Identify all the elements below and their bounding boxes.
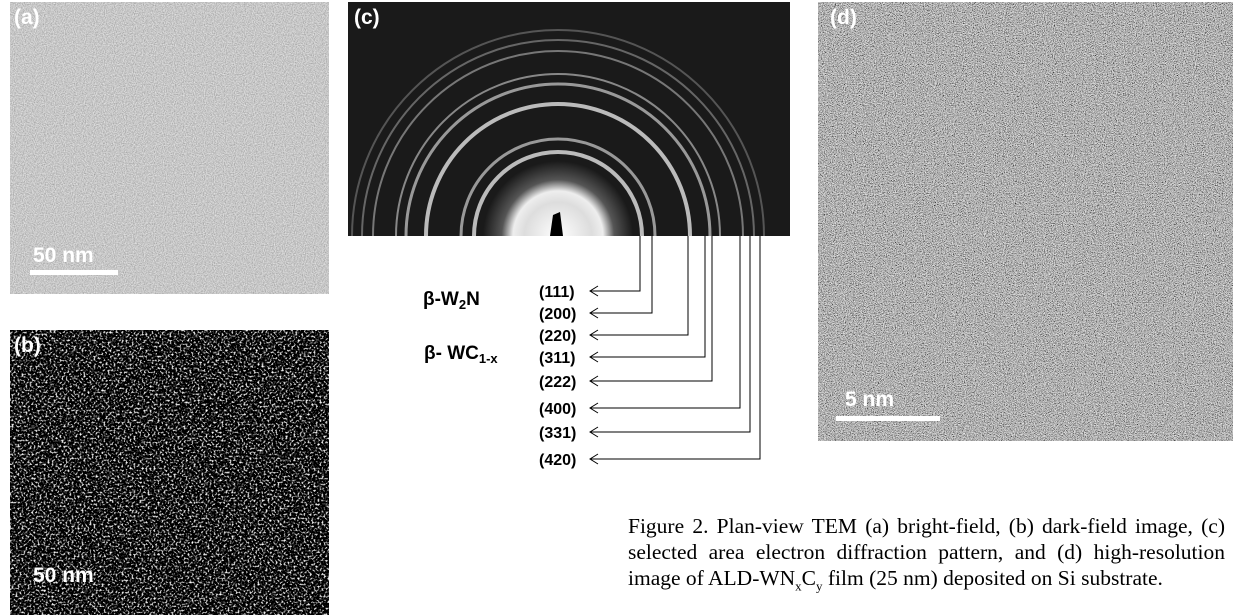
panel-label: (c) — [354, 6, 380, 29]
phase-text: β- WC — [424, 343, 479, 364]
scale-label: 5 nm — [845, 388, 894, 411]
phase-subscript: 1-x — [479, 351, 499, 366]
panel-label: (d) — [830, 6, 857, 29]
phase-label: β- WC1-x — [424, 343, 498, 366]
scale-bar — [836, 416, 940, 421]
panel-label: (a) — [14, 6, 40, 29]
index-label: (420) — [539, 452, 576, 469]
caption-text: film (25 nm) deposited on Si substrate. — [823, 566, 1163, 590]
index-label: (220) — [539, 328, 576, 345]
caption-text: C — [802, 566, 816, 590]
scale-label: 50 nm — [33, 564, 94, 587]
phase-label: β-W2N — [423, 289, 480, 312]
panel-label: (b) — [14, 334, 41, 357]
index-label: (222) — [539, 374, 576, 391]
phase-text: β-W — [423, 289, 459, 310]
phase-text: N — [466, 289, 480, 310]
index-label: (331) — [539, 425, 576, 442]
scale-label: 50 nm — [33, 244, 94, 267]
index-label: (111) — [539, 284, 575, 301]
index-arrows — [590, 236, 760, 464]
indices: (111) (200) (220) (311) (222) (400) (331… — [539, 284, 576, 469]
phase-subscript: 2 — [459, 297, 466, 312]
index-label: (400) — [539, 401, 576, 418]
index-label: (311) — [539, 350, 575, 367]
scale-bar — [30, 270, 118, 275]
index-label: (200) — [539, 306, 576, 323]
page: (a) 50 nm (b) 50 nm (c) (111) (200) (220… — [0, 0, 1235, 615]
caption: Figure 2. Plan-view TEM (a) bright-field… — [628, 513, 1225, 591]
hr-image — [818, 2, 1233, 441]
